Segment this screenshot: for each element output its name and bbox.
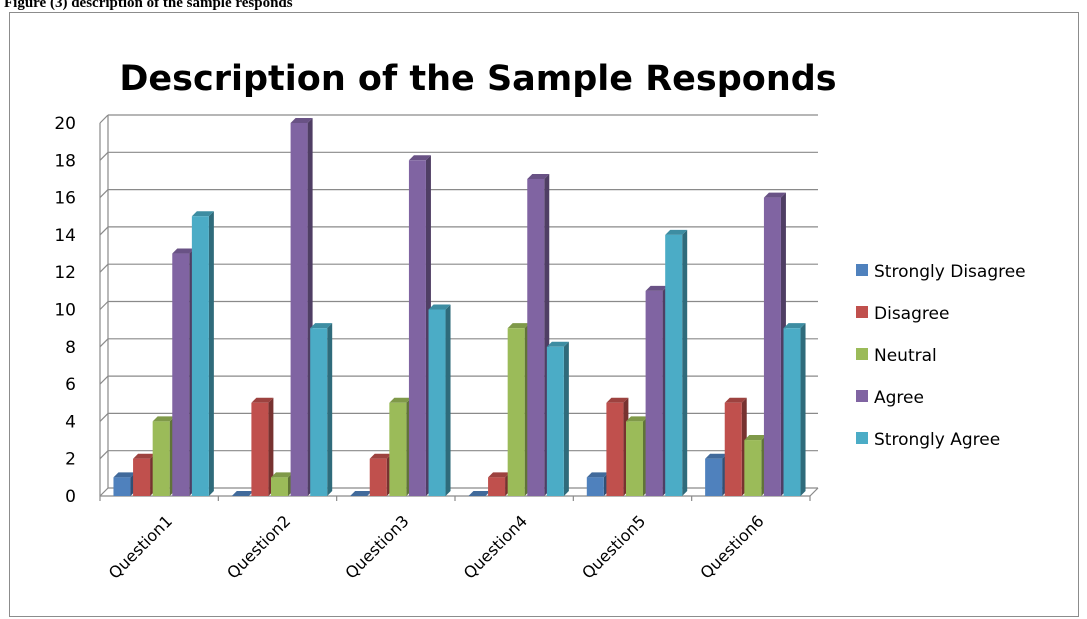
bar-strongly-agree-question2	[310, 323, 333, 496]
y-tick-label: 8	[65, 338, 76, 358]
gridline-side	[99, 412, 109, 422]
gridline-side	[99, 375, 109, 385]
y-tick-label: 18	[54, 151, 76, 171]
bar-disagree-question6	[724, 397, 747, 496]
x-tick-label: Question2	[223, 511, 294, 582]
bar-strongly-agree-question4	[546, 341, 569, 496]
bar-strongly-agree-question1	[191, 211, 214, 496]
legend-label: Neutral	[874, 346, 937, 366]
legend-item: Neutral	[856, 346, 937, 366]
bar-disagree-question4	[488, 472, 511, 496]
gridline-side	[99, 263, 109, 273]
legend-label: Agree	[874, 388, 924, 408]
bar-strongly-disagree-question4	[468, 491, 491, 497]
y-tick-label: 14	[54, 226, 76, 246]
legend-swatch	[856, 390, 868, 402]
bar-disagree-question5	[606, 397, 629, 496]
legend-swatch	[856, 306, 868, 318]
legend-swatch	[856, 432, 868, 444]
x-tick-label: Question3	[341, 511, 412, 582]
bar-neutral-question2	[271, 472, 293, 496]
bar-agree-question1	[172, 248, 195, 496]
x-tick-label: Question4	[460, 511, 531, 582]
bar-strongly-disagree-question2	[231, 491, 254, 497]
y-tick-label: 6	[65, 375, 76, 395]
bar-neutral-question4	[507, 323, 530, 496]
legend-label: Strongly Disagree	[874, 262, 1026, 282]
y-tick-label: 0	[65, 487, 76, 507]
bar-disagree-question2	[251, 397, 274, 496]
bar-neutral-question1	[152, 416, 175, 496]
legend-item: Disagree	[856, 304, 949, 324]
bar-agree-question6	[763, 192, 786, 496]
x-tick-label: Question6	[696, 511, 767, 582]
legend-swatch	[856, 264, 868, 276]
bar-strongly-agree-question5	[665, 229, 688, 496]
gridline-side	[99, 450, 109, 460]
bars	[113, 118, 806, 497]
x-tick-label: Question5	[578, 511, 649, 582]
bar-strongly-disagree-question3	[350, 491, 373, 497]
y-tick-label: 20	[54, 114, 76, 134]
legend-label: Strongly Agree	[874, 430, 1000, 450]
legend-swatch	[856, 348, 868, 360]
bar-agree-question5	[645, 285, 668, 496]
legend: Strongly Disagree Disagree Neutral Agree Str…	[856, 262, 1026, 450]
bar-agree-question4	[527, 173, 550, 496]
gridline-side	[99, 226, 109, 236]
bar-neutral-question3	[389, 397, 412, 496]
gridlines	[99, 114, 818, 497]
legend-item: Strongly Disagree	[856, 262, 1026, 282]
legend-item: Strongly Agree	[856, 430, 1000, 450]
gridline-side	[99, 151, 109, 161]
bar-neutral-question5	[626, 416, 648, 496]
gridline-side	[99, 487, 109, 497]
bar-neutral-question6	[744, 435, 767, 496]
bar-strongly-disagree-question1	[113, 472, 136, 496]
gridline-side	[99, 114, 109, 124]
bar-strongly-agree-question6	[783, 323, 806, 496]
floor-edge	[809, 487, 819, 497]
axes	[99, 115, 819, 501]
bar-agree-question2	[290, 118, 313, 496]
gridline-side	[99, 338, 109, 348]
y-tick-label: 16	[54, 189, 76, 209]
bar-strongly-disagree-question5	[586, 472, 609, 496]
bar-strongly-disagree-question6	[705, 453, 728, 496]
bar-agree-question3	[408, 155, 431, 497]
chart-frame: Description of the Sample Responds 0 2 4 6 8…	[9, 12, 1079, 617]
bar-strongly-agree-question3	[428, 304, 451, 496]
figure-caption: Figure (3) description of the sample res…	[4, 0, 293, 11]
chart: Description of the Sample Responds 0 2 4 6 8…	[54, 59, 1026, 583]
y-tick-label: 10	[54, 301, 76, 321]
y-tick-label: 12	[54, 263, 76, 283]
gridline-side	[99, 301, 109, 310]
bar-disagree-question1	[133, 453, 156, 496]
bar-disagree-question3	[369, 453, 392, 496]
chart-title: Description of the Sample Responds	[119, 59, 836, 99]
legend-label: Disagree	[874, 304, 949, 324]
x-tick-label: Question1	[105, 511, 176, 582]
gridline-side	[99, 189, 109, 199]
y-tick-label: 2	[65, 450, 76, 470]
legend-item: Agree	[856, 388, 924, 408]
y-tick-label: 4	[65, 412, 76, 432]
